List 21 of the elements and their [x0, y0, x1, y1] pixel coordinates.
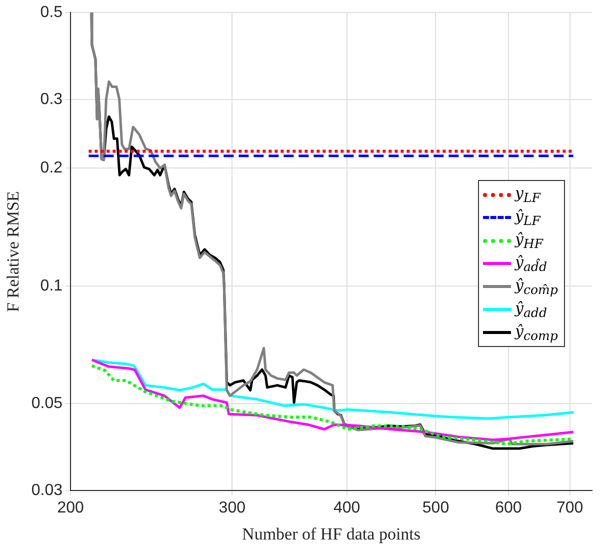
x-axis-title: Number of HF data points [242, 524, 421, 544]
x-tick-label: 700 [556, 499, 584, 516]
y-tick-label: 0.1 [40, 277, 63, 294]
legend-label: y$_{LF}$ [515, 184, 540, 205]
y-tick-label: 0.03 [31, 482, 63, 499]
legend-label: ŷ$_{com̂p}$ [515, 276, 558, 297]
legend-label: ŷ$_{comp}$ [515, 322, 558, 343]
y-tick-label: 0.05 [31, 395, 63, 412]
x-tick-label: 200 [57, 499, 84, 516]
x-tick-label: 600 [495, 499, 522, 516]
y-tick-label: 0.2 [40, 160, 63, 177]
x-tick-label: 400 [333, 499, 360, 516]
legend-label: ŷ$_{HF}$ [515, 230, 544, 251]
y-axis-title: F Relative RMSE [4, 191, 23, 312]
legend-label: ŷ$_{LF}$ [515, 207, 540, 228]
x-tick-label: 500 [422, 499, 450, 516]
legend-label: ŷ$_{ad̂d}$ [515, 253, 547, 274]
y-tick-label: 0.3 [40, 90, 63, 108]
legend-label: ŷ$_{add}$ [515, 299, 547, 320]
y-tick-label: 0.5 [40, 4, 63, 22]
x-tick-label: 300 [218, 499, 246, 516]
